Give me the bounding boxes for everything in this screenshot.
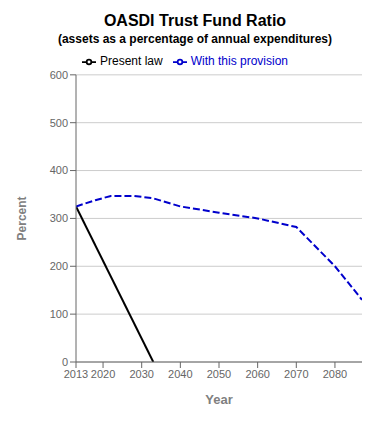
html-text:With this provision: With this provision xyxy=(190,54,288,68)
svg-text:400: 400 xyxy=(50,164,68,176)
svg-text:2013: 2013 xyxy=(64,368,88,380)
svg-text:2050: 2050 xyxy=(207,368,231,380)
svg-text:100: 100 xyxy=(50,308,68,320)
svg-text:2030: 2030 xyxy=(129,368,153,380)
svg-text:500: 500 xyxy=(50,117,68,129)
html-text:(assets as a percentage of ann: (assets as a percentage of annual expend… xyxy=(57,32,332,46)
svg-text:Year: Year xyxy=(205,392,232,407)
svg-text:Percent: Percent xyxy=(15,196,29,240)
svg-text:200: 200 xyxy=(50,260,68,272)
svg-text:2080: 2080 xyxy=(323,368,347,380)
svg-text:600: 600 xyxy=(50,69,68,81)
html-text:OASDI Trust Fund Ratio: OASDI Trust Fund Ratio xyxy=(103,12,287,29)
svg-text:2070: 2070 xyxy=(284,368,308,380)
svg-text:300: 300 xyxy=(50,212,68,224)
html-text:Present law: Present law xyxy=(100,54,163,68)
svg-text:0: 0 xyxy=(62,356,68,368)
svg-text:2020: 2020 xyxy=(91,368,115,380)
svg-text:2060: 2060 xyxy=(245,368,269,380)
svg-text:2040: 2040 xyxy=(168,368,192,380)
